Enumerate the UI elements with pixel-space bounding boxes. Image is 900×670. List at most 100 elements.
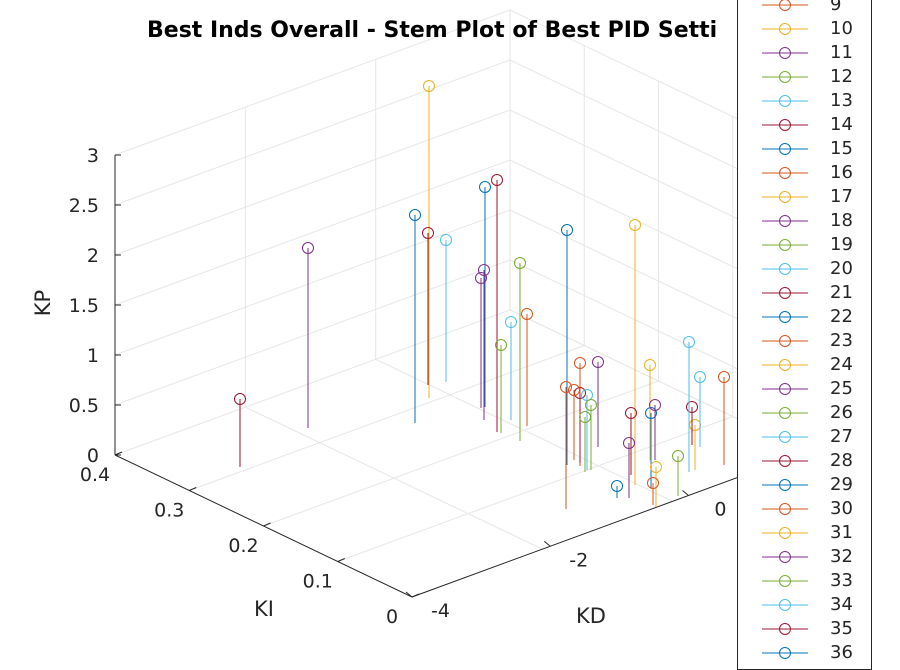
legend-label: 12 [830, 66, 853, 87]
legend-label: 34 [830, 594, 853, 615]
stem-marker [585, 399, 597, 411]
legend-label: 22 [830, 306, 853, 327]
legend-marker-icon [762, 263, 808, 275]
stem-marker [409, 209, 421, 221]
legend-label: 21 [830, 282, 853, 303]
legend-label: 29 [830, 474, 853, 495]
legend-label: 17 [830, 186, 853, 207]
stem-marker [478, 264, 490, 276]
legend-label: 16 [830, 162, 853, 183]
stem-marker [718, 371, 730, 383]
kd-axis-label: KD [576, 604, 606, 628]
legend-entry: 27 [738, 425, 871, 449]
legend-marker-icon [762, 407, 808, 419]
legend-label: 23 [830, 330, 853, 351]
legend-entry: 25 [738, 377, 871, 401]
legend-marker-icon [762, 311, 808, 323]
stem-marker [440, 234, 452, 246]
legend-marker-icon [762, 239, 808, 251]
legend-label: 20 [830, 258, 853, 279]
legend-marker-icon [762, 575, 808, 587]
ki-tick-label: 0 [386, 606, 398, 628]
legend-entry: 30 [738, 497, 871, 521]
stem-marker [475, 272, 487, 284]
legend-marker-icon [762, 359, 808, 371]
legend-label: 18 [830, 210, 853, 231]
legend-entry: 19 [738, 233, 871, 257]
legend-entry: 18 [738, 209, 871, 233]
kd-tick-mark [543, 540, 551, 547]
legend-label: 9 [830, 0, 842, 15]
legend-label: 13 [830, 90, 853, 111]
legend-marker-icon [762, 527, 808, 539]
legend-marker-icon [762, 167, 808, 179]
legend-marker-icon [762, 191, 808, 203]
legend-entry: 29 [738, 473, 871, 497]
stem-marker [422, 227, 434, 239]
legend-label: 33 [830, 570, 853, 591]
legend-label: 25 [830, 378, 853, 399]
legend-label: 24 [830, 354, 853, 375]
legend-entry: 32 [738, 545, 871, 569]
kd-tick-label: -2 [569, 549, 588, 571]
legend-marker-icon [762, 647, 808, 659]
legend-label: 14 [830, 114, 853, 135]
stem-marker [683, 336, 695, 348]
legend-label: 32 [830, 546, 853, 567]
ki-tick-mark [263, 522, 271, 527]
kd-tick-mark [682, 490, 689, 496]
ki-tick-label: 0.4 [80, 464, 110, 486]
legend-label: 35 [830, 618, 853, 639]
legend-label: 36 [830, 642, 853, 663]
floor-grid-kd [245, 406, 543, 550]
stem-marker [625, 407, 637, 419]
stem-marker [581, 389, 593, 401]
stem-marker [521, 308, 533, 320]
legend-entry: 24 [738, 353, 871, 377]
floor-grid-kd [375, 358, 673, 502]
ki-tick-mark [189, 487, 197, 491]
legend-marker-icon [762, 143, 808, 155]
legend-marker-icon [762, 71, 808, 83]
legend-entry: 17 [738, 185, 871, 209]
legend-label: 30 [830, 498, 853, 519]
legend-marker-icon [762, 599, 808, 611]
legend-entry: 14 [738, 113, 871, 137]
kp-tick-label: 2 [87, 245, 99, 267]
kp-axis-label: KP [31, 290, 55, 316]
legend-label: 15 [830, 138, 853, 159]
kp-tick-label: 1 [87, 345, 99, 367]
stem-marker [579, 411, 591, 423]
legend-marker-icon [762, 119, 808, 131]
stem-marker [574, 357, 586, 369]
legend-entry: 9 [738, 0, 871, 17]
stem-marker [644, 359, 656, 371]
stem-marker [505, 316, 517, 328]
kp-tick-label: 3 [87, 145, 99, 167]
legend-marker-icon [762, 287, 808, 299]
stem-marker [649, 399, 661, 411]
stem-marker [694, 371, 706, 383]
legend-marker-icon [762, 479, 808, 491]
legend-marker-icon [762, 383, 808, 395]
legend-label: 28 [830, 450, 853, 471]
stem-marker [672, 450, 684, 462]
legend-entry: 12 [738, 65, 871, 89]
legend-entry: 13 [738, 89, 871, 113]
kp-tick-label: 1.5 [69, 295, 99, 317]
legend-entry: 31 [738, 521, 871, 545]
legend-entry: 36 [738, 641, 871, 665]
stem-marker [234, 393, 246, 405]
legend-marker-icon [762, 215, 808, 227]
legend-marker-icon [762, 47, 808, 59]
legend-marker-icon [762, 503, 808, 515]
stem-marker [491, 174, 503, 186]
stem-marker [592, 356, 604, 368]
legend-entry: 28 [738, 449, 871, 473]
legend-entry: 33 [738, 569, 871, 593]
ki-tick-mark [114, 451, 123, 456]
legend-entry: 26 [738, 401, 871, 425]
ki-axis-label: KI [254, 597, 274, 621]
